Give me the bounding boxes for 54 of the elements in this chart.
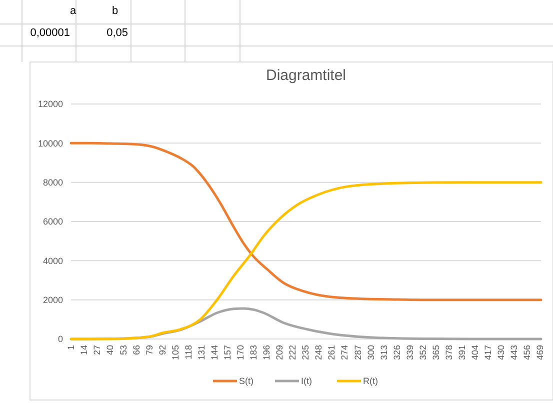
x-tick-label: 274 <box>340 345 350 360</box>
x-tick-label: 404 <box>470 345 480 360</box>
line-series <box>70 142 542 302</box>
x-tick-label: 469 <box>535 345 546 360</box>
y-tick-label: 8000 <box>42 177 63 188</box>
x-tick-label: 365 <box>430 345 441 360</box>
x-tick-label: 79 <box>144 345 154 356</box>
x-tick-label: 209 <box>274 345 285 360</box>
y-tick-label: 4000 <box>42 256 63 266</box>
chart-title: Diagramtitel <box>266 67 346 84</box>
y-tick-label: 2000 <box>42 294 63 305</box>
text: 0,00001 <box>30 27 70 39</box>
line-series <box>70 181 542 340</box>
x-tick-label: 261 <box>326 345 337 360</box>
y-tick-label: 10000 <box>38 138 63 148</box>
x-tick-label: 40 <box>105 345 116 356</box>
x-tick-label: 222 <box>288 345 298 360</box>
x-tick-label: 287 <box>352 345 363 360</box>
x-tick-label: 391 <box>456 345 467 360</box>
x-tick-label: 248 <box>314 345 324 360</box>
x-tick-label: 352 <box>418 345 428 360</box>
x-tick-label: 378 <box>444 345 454 360</box>
x-tick-label: 430 <box>496 345 506 360</box>
x-tick-label: 92 <box>157 345 168 356</box>
x-tick-label: 183 <box>248 345 259 360</box>
legend-label: R(t) <box>363 376 378 386</box>
x-tick-label: 66 <box>131 345 142 356</box>
x-tick-label: 300 <box>366 345 376 360</box>
x-tick-label: 313 <box>378 345 389 360</box>
x-tick-label: 1 <box>66 345 76 350</box>
x-tick-label: 443 <box>509 345 520 360</box>
x-tick-label: 417 <box>483 345 494 360</box>
x-tick-label: 235 <box>300 345 311 360</box>
y-tick-label: 6000 <box>42 216 63 227</box>
x-tick-label: 339 <box>404 345 415 360</box>
text: 0,05 <box>106 27 128 39</box>
x-tick-label: 131 <box>196 345 206 360</box>
legend-label: I(t) <box>301 376 312 386</box>
x-tick-label: 144 <box>209 345 220 360</box>
x-tick-label: 53 <box>118 345 128 356</box>
x-tick-label: 118 <box>183 345 194 360</box>
y-tick-label: 0 <box>58 334 63 344</box>
x-tick-label: 105 <box>170 345 180 360</box>
x-tick-label: 27 <box>92 345 102 356</box>
legend-label: S(t) <box>239 376 254 386</box>
x-tick-label: 157 <box>222 345 232 360</box>
x-tick-label: 326 <box>392 345 402 360</box>
x-tick-label: 14 <box>79 345 90 356</box>
x-tick-label: 170 <box>236 345 246 360</box>
y-tick-label: 12000 <box>38 99 63 110</box>
text: a <box>70 5 77 17</box>
x-tick-label: 196 <box>262 345 272 360</box>
x-tick-label: 456 <box>522 345 532 360</box>
text: b <box>112 5 118 17</box>
